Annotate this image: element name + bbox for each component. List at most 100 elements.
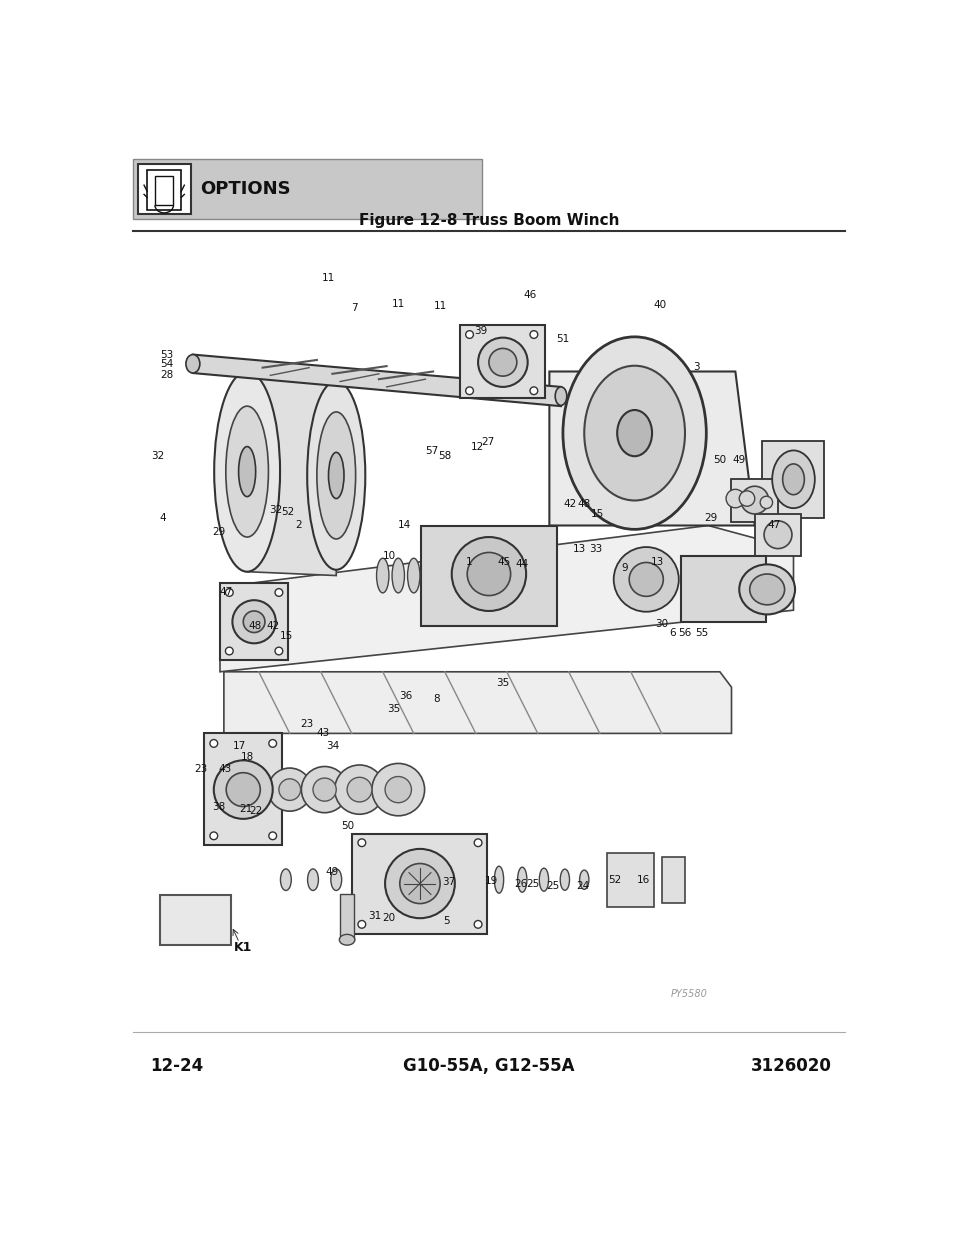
Text: 1: 1 <box>466 557 473 567</box>
Ellipse shape <box>392 558 404 593</box>
Text: 15: 15 <box>590 509 603 519</box>
Bar <box>661 857 684 903</box>
Ellipse shape <box>579 871 588 889</box>
Text: 11: 11 <box>392 299 404 309</box>
Circle shape <box>372 763 424 816</box>
Ellipse shape <box>739 564 794 615</box>
Ellipse shape <box>407 558 419 593</box>
Circle shape <box>739 490 754 506</box>
Text: 53: 53 <box>160 350 173 359</box>
Text: 20: 20 <box>382 913 395 924</box>
Circle shape <box>278 779 300 800</box>
Bar <box>352 834 487 934</box>
Circle shape <box>613 547 679 611</box>
Text: 25: 25 <box>546 881 559 890</box>
Text: 25: 25 <box>526 879 539 889</box>
Ellipse shape <box>749 574 783 605</box>
Bar <box>220 583 288 661</box>
Ellipse shape <box>186 354 199 373</box>
Polygon shape <box>549 372 754 526</box>
Text: 56: 56 <box>678 629 691 638</box>
Ellipse shape <box>771 451 814 508</box>
Bar <box>680 556 765 621</box>
Ellipse shape <box>781 464 803 495</box>
Text: 35: 35 <box>496 678 509 688</box>
Text: 28: 28 <box>160 369 173 379</box>
Text: 9: 9 <box>620 563 627 573</box>
Text: 48: 48 <box>248 621 261 631</box>
Text: 54: 54 <box>160 359 173 369</box>
Ellipse shape <box>316 412 355 538</box>
Text: 33: 33 <box>589 543 602 553</box>
Text: 46: 46 <box>523 289 536 300</box>
Circle shape <box>385 777 411 803</box>
Ellipse shape <box>226 406 268 537</box>
Text: 47: 47 <box>767 520 780 531</box>
Ellipse shape <box>238 447 255 496</box>
Text: 31: 31 <box>368 911 381 921</box>
Text: K1: K1 <box>233 941 252 953</box>
Text: G10-55A, G12-55A: G10-55A, G12-55A <box>403 1057 574 1074</box>
Circle shape <box>225 647 233 655</box>
Text: 40: 40 <box>653 300 666 310</box>
Ellipse shape <box>280 869 291 890</box>
Text: 52: 52 <box>608 874 621 884</box>
Text: 18: 18 <box>241 752 254 762</box>
Circle shape <box>274 647 282 655</box>
Text: 49: 49 <box>732 454 745 466</box>
Text: 43: 43 <box>218 763 232 774</box>
Ellipse shape <box>214 372 280 572</box>
Text: 24: 24 <box>576 881 589 890</box>
Text: 35: 35 <box>387 704 400 714</box>
Text: 3126020: 3126020 <box>751 1057 831 1074</box>
Circle shape <box>357 920 365 929</box>
Circle shape <box>474 920 481 929</box>
Text: 12: 12 <box>470 442 483 452</box>
Ellipse shape <box>583 366 684 500</box>
Bar <box>147 169 181 210</box>
Circle shape <box>269 832 276 840</box>
Text: 38: 38 <box>212 802 225 811</box>
Text: 12-24: 12-24 <box>150 1057 203 1074</box>
Text: 14: 14 <box>397 520 411 531</box>
Ellipse shape <box>617 410 652 456</box>
Text: 43: 43 <box>316 729 330 739</box>
Text: 23: 23 <box>300 719 314 729</box>
Circle shape <box>530 331 537 338</box>
Text: 50: 50 <box>341 821 355 831</box>
Circle shape <box>274 589 282 597</box>
Bar <box>754 514 801 556</box>
Circle shape <box>467 552 510 595</box>
Text: 45: 45 <box>497 557 511 567</box>
Text: 13: 13 <box>573 543 585 553</box>
Text: 7: 7 <box>351 304 357 314</box>
Text: 29: 29 <box>704 513 718 522</box>
Ellipse shape <box>376 558 389 593</box>
Text: KIT: KIT <box>187 915 203 925</box>
Text: 11: 11 <box>321 273 335 283</box>
Ellipse shape <box>357 869 369 890</box>
Bar <box>421 526 557 626</box>
Circle shape <box>465 331 473 338</box>
Polygon shape <box>220 526 793 672</box>
Ellipse shape <box>328 452 344 499</box>
Text: Figure 12-8 Truss Boom Winch: Figure 12-8 Truss Boom Winch <box>358 212 618 227</box>
Circle shape <box>210 832 217 840</box>
Circle shape <box>488 348 517 377</box>
Bar <box>159 895 231 945</box>
Ellipse shape <box>339 935 355 945</box>
Circle shape <box>313 778 335 802</box>
Circle shape <box>629 562 662 597</box>
Text: 49: 49 <box>325 867 338 877</box>
Ellipse shape <box>538 868 548 892</box>
Text: 6: 6 <box>669 629 676 638</box>
Circle shape <box>233 600 275 643</box>
Text: 11: 11 <box>434 301 447 311</box>
Circle shape <box>385 848 455 918</box>
Bar <box>761 441 823 517</box>
Circle shape <box>357 839 365 846</box>
Circle shape <box>399 863 439 904</box>
Text: 16: 16 <box>636 874 649 884</box>
Ellipse shape <box>385 869 395 890</box>
Ellipse shape <box>559 869 569 890</box>
